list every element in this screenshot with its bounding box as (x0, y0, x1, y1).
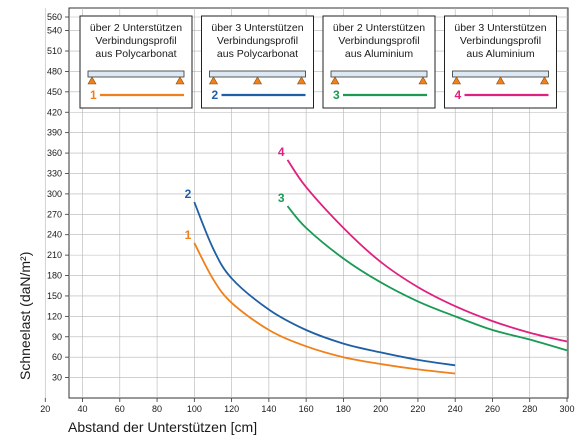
support-triangle-icon (87, 76, 97, 85)
y-tick-label: 210 (47, 250, 62, 260)
y-axis-title: Schneelast (daN/m²) (17, 252, 33, 380)
y-axis-ticks: 30 60 90 120 150 180 210 240 270 300 330 360 390 420 4… (47, 12, 69, 383)
x-axis-title: Abstand der Unterstützen [cm] (68, 419, 257, 435)
y-tick-label: 360 (47, 148, 62, 158)
legend-box (444, 15, 557, 109)
support-triangle-icon (252, 76, 263, 85)
x-axis-ticks: 20 40 60 80 100 120 140 160 180 200 220 240 260 280 30… (40, 398, 575, 414)
legend-box (322, 15, 436, 109)
y-tick-label: 90 (52, 332, 62, 342)
x-tick-label: 220 (410, 404, 425, 414)
support-triangle-icon (539, 76, 550, 85)
profile-bar (452, 70, 549, 78)
series-labels: 1 2 3 4 (185, 145, 285, 242)
y-tick-label: 390 (47, 128, 62, 138)
series-label-4: 4 (278, 145, 285, 159)
x-tick-label: 100 (187, 404, 202, 414)
y-tick-label: 540 (47, 26, 62, 36)
x-tick-label: 80 (152, 404, 162, 414)
y-tick-label: 450 (47, 87, 62, 97)
legend-text-line: Verbindungsprofil (460, 35, 541, 47)
legend-text-line: aus Aluminium (345, 48, 414, 60)
support-triangle-icon (495, 76, 506, 85)
y-tick-label: 480 (47, 66, 62, 76)
series-line-4 (286, 159, 568, 343)
y-tick-label: 330 (47, 168, 62, 178)
legend-box (201, 15, 314, 109)
y-tick-label: 30 (52, 373, 62, 383)
series-lines (193, 159, 568, 375)
legend-box (79, 15, 193, 109)
legend-text-line: über 3 Unterstützen (454, 22, 546, 34)
legend-text-line: aus Polycarbonat (217, 48, 298, 60)
profile-bar (209, 70, 306, 78)
x-tick-label: 300 (559, 404, 574, 414)
legend-item-2: über 3 UnterstützenVerbindungsprofilaus … (201, 15, 314, 109)
series-line-1 (193, 242, 456, 375)
legend: über 2 UnterstützenVerbindungsprofilaus … (79, 15, 557, 109)
support-triangle-icon (330, 76, 340, 85)
y-tick-label: 300 (47, 189, 62, 199)
legend-text-line: Verbindungsprofil (338, 35, 419, 47)
legend-number: 3 (333, 88, 340, 102)
series-label-1: 1 (185, 228, 192, 242)
x-tick-label: 180 (336, 404, 351, 414)
legend-number: 2 (212, 88, 219, 102)
y-tick-label: 150 (47, 291, 62, 301)
legend-item-4: über 3 UnterstützenVerbindungsprofilaus … (444, 15, 557, 109)
x-tick-label: 120 (224, 404, 239, 414)
support-triangle-icon (208, 76, 219, 85)
series-line-3 (286, 205, 568, 352)
support-triangle-icon (175, 76, 185, 85)
profile-bar (87, 70, 185, 78)
y-tick-label: 510 (47, 46, 62, 56)
y-tick-label: 420 (47, 107, 62, 117)
legend-number: 1 (90, 88, 97, 102)
legend-number: 4 (455, 88, 462, 102)
x-tick-label: 200 (373, 404, 388, 414)
y-tick-label: 240 (47, 230, 62, 240)
profile-bar (330, 70, 428, 78)
y-tick-label: 60 (52, 352, 62, 362)
support-triangle-icon (296, 76, 307, 85)
legend-text-line: über 2 Unterstützen (90, 22, 182, 34)
legend-text-line: über 2 Unterstützen (333, 22, 425, 34)
series-line-2 (193, 201, 456, 367)
x-tick-label: 160 (299, 404, 314, 414)
x-tick-label: 240 (448, 404, 463, 414)
legend-item-1: über 2 UnterstützenVerbindungsprofilaus … (79, 15, 193, 109)
legend-text-line: Verbindungsprofil (95, 35, 176, 47)
legend-text-line: Verbindungsprofil (217, 35, 298, 47)
legend-item-3: über 2 UnterstützenVerbindungsprofilaus … (322, 15, 436, 109)
support-triangle-icon (451, 76, 462, 85)
legend-text-line: über 3 Unterstützen (211, 22, 303, 34)
x-tick-label: 280 (522, 404, 537, 414)
x-tick-label: 260 (485, 404, 500, 414)
y-tick-label: 180 (47, 271, 62, 281)
y-tick-label: 560 (47, 12, 62, 22)
x-tick-label: 20 (40, 404, 50, 414)
x-tick-label: 60 (115, 404, 125, 414)
x-tick-label: 140 (261, 404, 276, 414)
y-tick-label: 270 (47, 209, 62, 219)
x-tick-label: 40 (78, 404, 88, 414)
y-tick-label: 120 (47, 311, 62, 321)
legend-text-line: aus Aluminium (466, 48, 535, 60)
support-triangle-icon (418, 76, 428, 85)
series-label-2: 2 (185, 187, 192, 201)
legend-text-line: aus Polycarbonat (95, 48, 176, 60)
series-label-3: 3 (278, 191, 285, 205)
